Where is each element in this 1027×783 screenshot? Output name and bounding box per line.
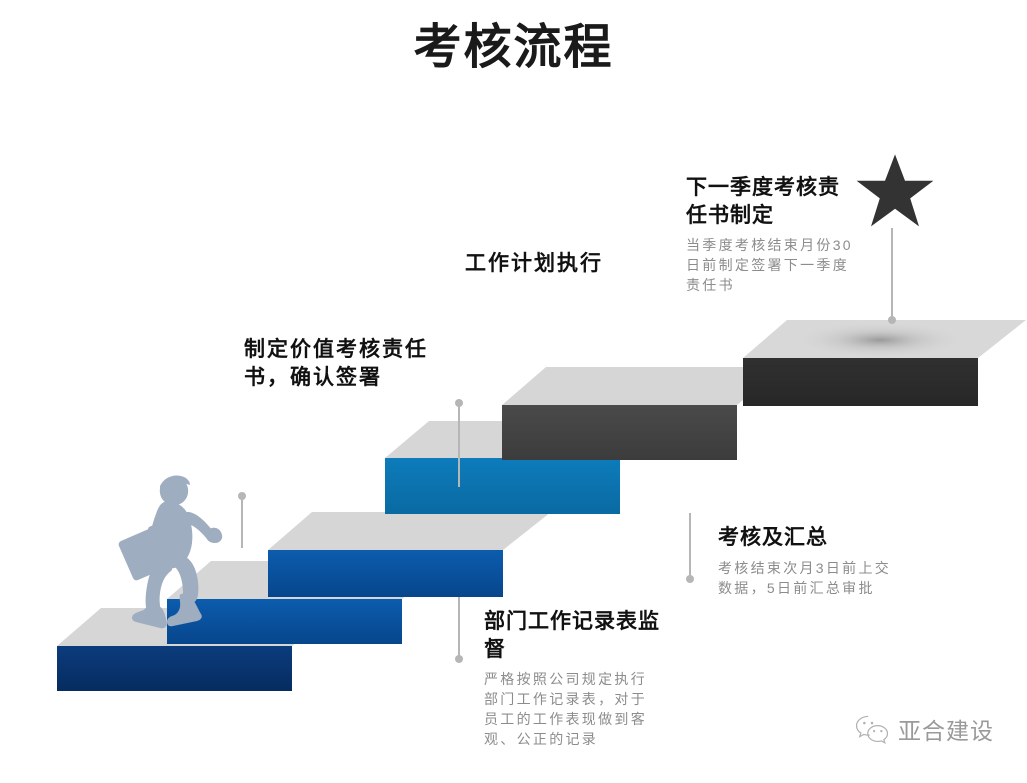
connector-dot bbox=[238, 492, 246, 500]
businessman-climbing-stairs-icon bbox=[118, 475, 223, 629]
step-label-3: 工作计划执行 bbox=[465, 250, 685, 278]
step-label-2-heading: 制定价值考核责任书，确认签署 bbox=[244, 338, 428, 389]
step-label-5: 下一季度考核责任书制定 当季度考核结束月份30日前制定签署下一季度责任书 bbox=[686, 174, 856, 296]
brand-watermark: 亚合建设 bbox=[855, 712, 994, 746]
step-label-1-description: 严格按照公司规定执行部门工作记录表，对于员工的工作表现做到客观、公正的记录 bbox=[484, 671, 647, 748]
step-label-2: 制定价值考核责任书，确认签署 bbox=[244, 336, 444, 391]
step-label-1: 部门工作记录表监督 严格按照公司规定执行部门工作记录表，对于员工的工作表现做到客… bbox=[484, 608, 660, 750]
step-label-4-description: 考核结束次月3日前上交数据，5日前汇总审批 bbox=[718, 559, 892, 596]
connector-dot bbox=[686, 575, 694, 583]
step-label-3-heading: 工作计划执行 bbox=[465, 252, 603, 275]
connector-line-step3 bbox=[455, 399, 463, 487]
step-label-5-description: 当季度考核结束月份30日前制定签署下一季度责任书 bbox=[686, 237, 853, 294]
wechat-icon bbox=[855, 715, 889, 744]
connector-dot bbox=[888, 316, 896, 324]
step-label-5-heading: 下一季度考核责任书制定 bbox=[686, 176, 840, 227]
step-label-4: 考核及汇总 考核结束次月3日前上交数据，5日前汇总审批 bbox=[718, 524, 898, 598]
star-icon bbox=[856, 154, 934, 227]
step-label-1-heading: 部门工作记录表监督 bbox=[484, 610, 660, 661]
connector-line-step1 bbox=[455, 597, 463, 663]
connector-dot bbox=[455, 655, 463, 663]
step-block-5 bbox=[502, 367, 785, 460]
page-title: 考核流程 bbox=[413, 21, 614, 74]
step-block-6 bbox=[743, 320, 1026, 406]
brand-name: 亚合建设 bbox=[898, 718, 994, 744]
step-block-3 bbox=[268, 512, 551, 597]
connector-line-step4 bbox=[686, 513, 694, 583]
connector-line-step2 bbox=[238, 492, 246, 548]
step-label-4-heading: 考核及汇总 bbox=[718, 526, 828, 549]
connector-line-step5 bbox=[888, 228, 896, 324]
connector-dot bbox=[455, 399, 463, 407]
